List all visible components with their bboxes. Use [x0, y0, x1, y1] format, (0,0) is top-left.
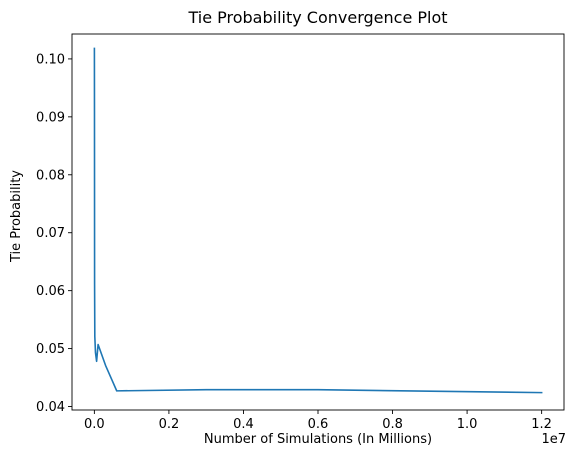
- y-axis-label: Tie Probability: [9, 170, 24, 263]
- plot-area: [71, 33, 565, 411]
- y-tick-label: 0.05: [36, 342, 65, 357]
- series-line-0: [93, 47, 543, 394]
- y-axis-ticks: 0.04 0.05 0.06 0.07 0.08 0.09 0.10: [36, 52, 72, 415]
- x-tick-label: 0.4: [233, 417, 254, 432]
- y-tick-label: 0.09: [36, 110, 65, 125]
- axes-frame: [71, 33, 565, 411]
- x-tick-label: 1.0: [457, 417, 478, 432]
- x-tick-label: 0.2: [159, 417, 180, 432]
- x-tick-label: 0.0: [84, 417, 105, 432]
- y-tick-label: 0.06: [36, 284, 65, 299]
- x-axis-ticks: 0.0 0.2 0.4 0.6 0.8 1.0 1.2: [84, 410, 552, 432]
- y-tick-label: 0.07: [36, 226, 65, 241]
- x-tick-label: 0.6: [308, 417, 329, 432]
- x-axis-offset-label: 1e7: [541, 432, 566, 447]
- y-tick-label: 0.04: [36, 400, 65, 415]
- y-tick-label: 0.10: [36, 52, 65, 67]
- y-tick-label: 0.08: [36, 168, 65, 183]
- x-tick-label: 1.2: [531, 417, 552, 432]
- chart-title: Tie Probability Convergence Plot: [187, 8, 447, 27]
- x-tick-label: 0.8: [382, 417, 403, 432]
- x-axis-label: Number of Simulations (In Millions): [204, 432, 432, 447]
